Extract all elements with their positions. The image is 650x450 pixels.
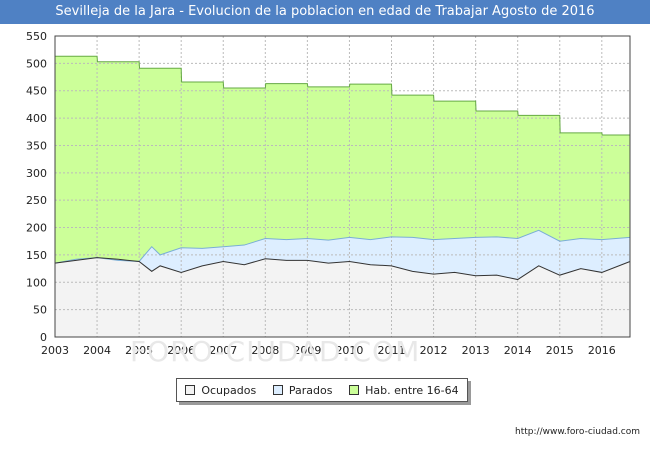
watermark-text: FORO-CIUDAD.COM [130,335,421,368]
legend-swatch-ocupados [185,385,196,395]
x-tick-label-2012: 2012 [420,344,448,357]
plot-frame [54,35,631,338]
legend-swatch-hab [349,385,360,395]
x-tick-label-2008: 2008 [251,344,279,357]
source-url: http://www.foro-ciudad.com [515,427,640,437]
y-tick-label-50: 50 [33,304,47,317]
line-ocupados [54,257,631,281]
area-ocupados [55,257,630,337]
legend-label-hab: Hab. entre 16-64 [365,383,459,397]
x-tick-label-2006: 2006 [167,344,195,357]
legend-label-parados: Parados [288,383,333,397]
y-tick-label-500: 500 [26,57,47,70]
x-tick-label-2010: 2010 [335,344,363,357]
line-hab-entre-16-64 [55,55,630,136]
y-tick-label-100: 100 [26,276,47,289]
legend-item-parados: Parados [272,383,333,397]
legend-label-ocupados: Ocupados [201,383,257,397]
x-tick-label-2007: 2007 [209,344,237,357]
x-tick-label-2013: 2013 [462,344,490,357]
y-tick-label-300: 300 [26,167,47,180]
legend-item-ocupados: Ocupados [185,384,256,397]
y-tick-label-400: 400 [26,112,47,125]
chart-legend: Ocupados Parados Hab. entre 16-64 [176,378,468,402]
y-tick-label-350: 350 [26,139,47,152]
y-tick-label-150: 150 [26,249,47,262]
x-tick-label-2004: 2004 [83,344,111,357]
line-parados [54,229,631,264]
x-tick-label-2016: 2016 [588,344,616,357]
y-tick-label-250: 250 [26,194,47,207]
x-tick-label-2003: 2003 [41,344,69,357]
y-tick-label-550: 550 [26,30,47,43]
x-tick-label-2009: 2009 [293,344,321,357]
x-tick-label-2005: 2005 [125,344,153,357]
x-tick-label-2014: 2014 [504,344,532,357]
x-tick-label-2015: 2015 [546,344,574,357]
y-tick-label-0: 0 [40,331,47,344]
legend-item-hab: Hab. entre 16-64 [349,384,459,397]
legend-swatch-parados [272,385,283,395]
chart-title: Sevilleja de la Jara - Evolucion de la p… [0,0,650,24]
y-tick-label-450: 450 [26,85,47,98]
y-tick-label-200: 200 [26,222,47,235]
x-tick-label-2011: 2011 [378,344,406,357]
